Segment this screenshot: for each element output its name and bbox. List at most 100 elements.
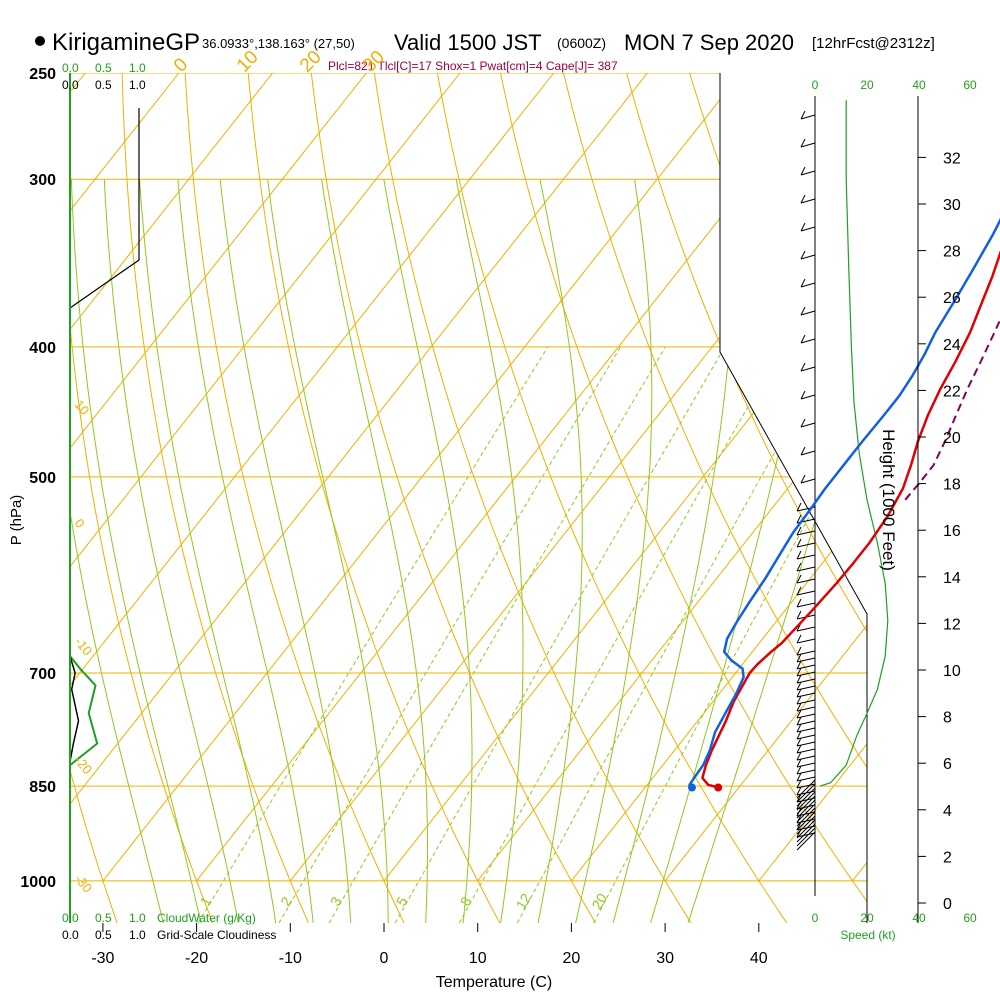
wind-barb-lower [796, 791, 816, 811]
dry-adiabat-line [626, 73, 867, 923]
wind-barb [800, 366, 816, 372]
dry-adiabat-line [247, 73, 501, 923]
wind-barb [800, 142, 816, 148]
dry-adiabat-line [310, 73, 596, 923]
wind-barb [796, 769, 816, 775]
moist-adiabat-line [139, 179, 277, 923]
wind-barb-lower [796, 827, 816, 847]
height-tick-label: 20 [943, 430, 961, 447]
wind-barbs [796, 110, 816, 851]
station-title: KirigamineGP [52, 29, 200, 56]
wind-barb-flag [800, 194, 806, 204]
height-tick-label: 16 [943, 523, 961, 540]
wind-barb-lower [796, 795, 816, 815]
wind-barb [796, 590, 816, 596]
pressure-tick-label: 700 [29, 666, 56, 683]
wind-barb [796, 542, 816, 548]
wind-barb-flag [800, 446, 806, 456]
wind-barb-flag [796, 688, 802, 698]
wind-barb [800, 422, 816, 428]
moist-adiabat-line [219, 179, 352, 923]
temperature-tick-label: 30 [656, 950, 674, 967]
mixing-ratio-label: 2 [277, 894, 295, 909]
wind-barb-flag [796, 695, 802, 705]
cloudiness-top-0: 0.0 [62, 78, 79, 92]
wind-barb-flag [800, 166, 806, 176]
moist-adiabat-line [70, 179, 202, 923]
temperature-axis: -30 -20 -10 0 10 20 30 40 [91, 923, 768, 967]
wind-barb-flag [796, 538, 802, 548]
adiabat-label: 10 [233, 47, 263, 77]
wind-speed-profile [820, 100, 889, 787]
wind-barb [796, 671, 816, 677]
dry-adiabat-line [373, 73, 692, 923]
wind-barb-flag [796, 502, 802, 512]
mixing-ratio-line [516, 346, 835, 923]
wind-barb-flag [796, 681, 802, 691]
surface-temperature-marker [714, 783, 723, 792]
wind-barb [796, 650, 816, 656]
cloudiness-bottom-0: 0.0 [62, 928, 79, 942]
plot-area [70, 73, 867, 923]
wind-barb [796, 713, 816, 719]
height-tick-label: 24 [943, 337, 961, 354]
wind-barb-flag [800, 362, 806, 372]
cloudiness-top-1: 0.5 [95, 78, 112, 92]
cloudwater-label: CloudWater (g/Kg) [157, 911, 256, 925]
pressure-tick-label: 250 [29, 66, 56, 83]
isotherm-line [852, 73, 867, 882]
moist-adiabat-line [70, 179, 164, 923]
wind-barb-flag [796, 598, 802, 608]
wind-barb-lower [796, 807, 816, 827]
wind-barb [796, 804, 816, 810]
speed-axis-label: Speed (kt) [840, 928, 895, 942]
wind-barb-flag [800, 390, 806, 400]
wind-barb [796, 706, 816, 712]
height-tick-label: 6 [943, 756, 952, 773]
wind-barb-flag [796, 730, 802, 740]
moist-adiabat-line [687, 179, 867, 923]
wind-barb [796, 578, 816, 584]
wind-barb-lower [796, 799, 816, 819]
wind-barb-flag [796, 526, 802, 536]
wind-barb-flag [796, 562, 802, 572]
temperature-curve [701, 250, 1000, 789]
height-tick-label: 2 [943, 849, 952, 866]
wind-barb [796, 776, 816, 782]
dry-adiabat-line [436, 73, 788, 923]
wind-barb [796, 685, 816, 691]
wind-barb-flag [796, 646, 802, 656]
wind-barb [800, 394, 816, 400]
cloud-axis-bottom: 0.0 0.5 1.0 CloudWater (g/Kg) 0.0 0.5 1.… [62, 911, 276, 942]
wind-barb [796, 741, 816, 747]
moist-adiabats [70, 179, 867, 923]
wind-speed-line [820, 100, 889, 787]
temperature-tick-label: 20 [563, 950, 581, 967]
station-coords: 36.0933°,138.163° (27,50) [202, 36, 355, 51]
cloud-profile [70, 108, 140, 766]
moist-adiabat-line [103, 179, 239, 923]
moist-adiabat-line [612, 179, 735, 923]
speed-axis-bottom: 0 20 40 60 Speed (kt) [812, 911, 977, 942]
wind-barb [800, 310, 816, 316]
dry-adiabats [70, 73, 867, 923]
wind-barb-flag [796, 758, 802, 768]
height-tick-label: 18 [943, 477, 961, 494]
station-bullet-icon [35, 36, 45, 46]
stability-params: Plcl=821 Tlcl[C]=17 Shox=1 Pwat[cm]=4 Ca… [328, 59, 618, 73]
wind-barb [800, 114, 816, 120]
wind-barb [796, 748, 816, 754]
wind-barb [796, 554, 816, 560]
wind-barb-flag [796, 667, 802, 677]
wind-barb-flag [796, 716, 802, 726]
mixing-ratio-lines [197, 346, 867, 923]
wind-barb-flag [796, 702, 802, 712]
speed-bottom-3: 60 [963, 911, 977, 925]
cloudwater-bottom-2: 1.0 [129, 911, 146, 925]
temperature-tick-label: -10 [279, 950, 302, 967]
wind-barb-flag [796, 653, 802, 663]
speed-bottom-2: 40 [912, 911, 926, 925]
dry-adiabat-line [70, 73, 214, 923]
